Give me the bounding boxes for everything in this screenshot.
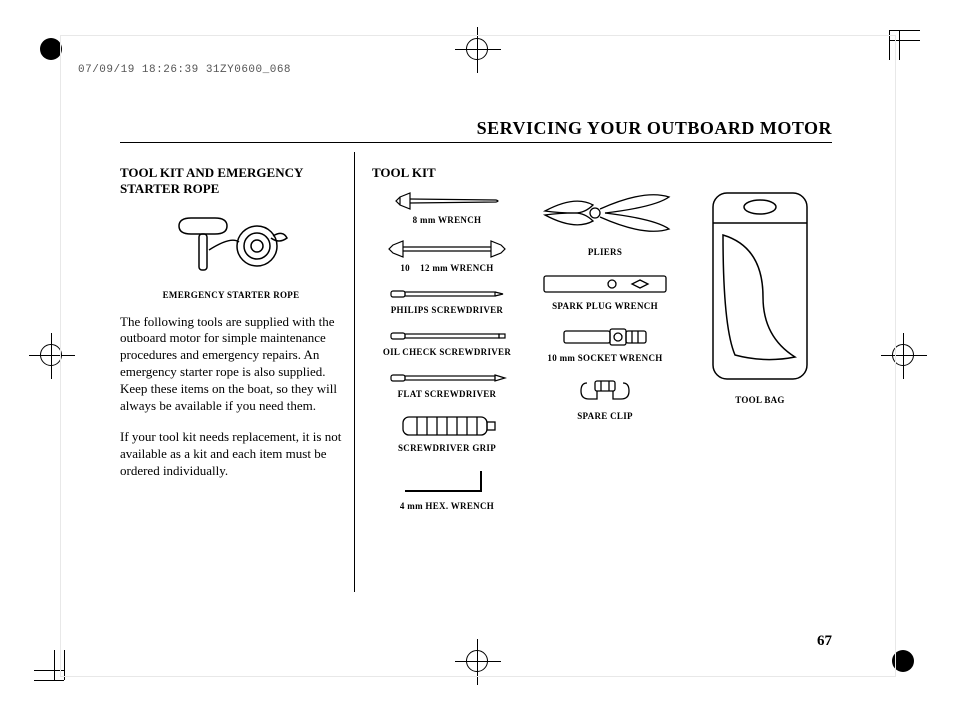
title-rule — [120, 142, 832, 143]
spark-plug-wrench-icon — [540, 271, 670, 297]
tool-bag-label: TOOL BAG — [690, 395, 830, 405]
tool-hex-wrench: 4 mm HEX. WRENCH — [372, 467, 522, 511]
tool-label: PLIERS — [530, 247, 680, 257]
wrench-icon — [392, 191, 502, 211]
toolkit-column-b: PLIERS SPARK PLUG WRENCH — [530, 165, 680, 435]
left-column: TOOL KIT AND EMERGENCY STARTER ROPE EMER… — [120, 165, 342, 494]
tool-bag-figure: TOOL BAG — [690, 187, 830, 405]
tool-label: PHILIPS SCREWDRIVER — [372, 305, 522, 315]
toolkit-heading: TOOL KIT — [372, 165, 522, 181]
tool-philips-screwdriver: PHILIPS SCREWDRIVER — [372, 287, 522, 315]
spare-clip-icon — [575, 377, 635, 407]
tool-oil-check-screwdriver: OIL CHECK SCREWDRIVER — [372, 329, 522, 357]
tool-pliers: PLIERS — [530, 183, 680, 257]
tool-8mm-wrench: 8 mm WRENCH — [372, 191, 522, 225]
page-number: 67 — [817, 633, 832, 650]
tool-label: 10 12 mm WRENCH — [372, 263, 522, 273]
left-heading: TOOL KIT AND EMERGENCY STARTER ROPE — [120, 165, 342, 198]
body-paragraph-2: If your tool kit needs replacement, it i… — [120, 429, 342, 480]
screwdriver-icon — [387, 371, 507, 385]
tool-flat-screwdriver: FLAT SCREWDRIVER — [372, 371, 522, 399]
toolkit-column-a: TOOL KIT 8 mm WRENCH 10 12 mm WRENCH — [372, 165, 522, 525]
tool-bag-icon — [705, 187, 815, 387]
tool-label: SCREWDRIVER GRIP — [372, 443, 522, 453]
tool-spare-clip: SPARE CLIP — [530, 377, 680, 421]
starter-rope-figure — [120, 208, 342, 288]
page-title: SERVICING YOUR OUTBOARD MOTOR — [477, 118, 832, 139]
header-stamp: 07/09/19 18:26:39 31ZY0600_068 — [78, 64, 291, 76]
tool-label: 4 mm HEX. WRENCH — [372, 501, 522, 511]
tool-label: FLAT SCREWDRIVER — [372, 389, 522, 399]
tool-10-12-wrench: 10 12 mm WRENCH — [372, 239, 522, 273]
page: 07/09/19 18:26:39 31ZY0600_068 SERVICING… — [0, 0, 954, 710]
tool-socket-wrench: 10 mm SOCKET WRENCH — [530, 325, 680, 363]
column-divider — [354, 152, 355, 592]
tool-label: 8 mm WRENCH — [372, 215, 522, 225]
socket-wrench-icon — [560, 325, 650, 349]
tool-spark-plug-wrench: SPARK PLUG WRENCH — [530, 271, 680, 311]
tool-label: OIL CHECK SCREWDRIVER — [372, 347, 522, 357]
wrench-icon — [387, 239, 507, 259]
screwdriver-icon — [387, 287, 507, 301]
tool-label: SPARE CLIP — [530, 411, 680, 421]
grip-icon — [397, 413, 497, 439]
toolbag-column: TOOL BAG — [690, 165, 830, 419]
body-paragraph-1: The following tools are supplied with th… — [120, 314, 342, 415]
hex-wrench-icon — [397, 467, 497, 497]
tool-screwdriver-grip: SCREWDRIVER GRIP — [372, 413, 522, 453]
pliers-icon — [535, 183, 675, 243]
starter-rope-label: EMERGENCY STARTER ROPE — [120, 290, 342, 300]
tool-label: 10 mm SOCKET WRENCH — [530, 353, 680, 363]
tool-label: SPARK PLUG WRENCH — [530, 301, 680, 311]
screwdriver-icon — [387, 329, 507, 343]
register-mark-icon — [40, 344, 62, 366]
starter-rope-icon — [161, 208, 301, 288]
crop-mark-icon — [40, 38, 62, 60]
